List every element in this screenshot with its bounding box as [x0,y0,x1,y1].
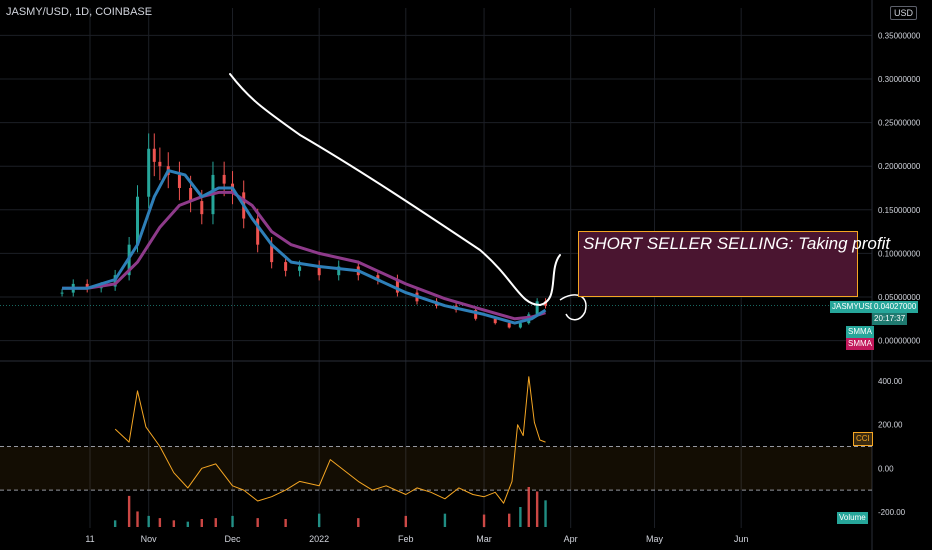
volume-bar [147,515,150,527]
trend-drawing [229,73,561,307]
x-tick-label: Jun [734,534,749,544]
price-tag-symbol: JASMYUSD [830,301,878,313]
volume-bar [527,487,530,527]
volume-bar [186,521,190,527]
volume-bar [231,515,234,527]
y-tick-label: 0.25000000 [878,119,921,128]
x-tick-label: Mar [476,534,492,544]
candle-body [200,201,204,215]
price-tag-countdown: 20:17:37 [872,313,908,325]
volume-bar [172,520,176,527]
candle-body [518,323,522,328]
candle-body [395,279,399,293]
cci-tick-label: 400.00 [878,377,903,386]
candle-body [376,275,380,280]
smma-fast-line [62,169,547,325]
y-tick-label: 0.20000000 [878,162,921,171]
x-tick-label: 2022 [309,534,329,544]
candle-body [474,310,478,319]
cci-tick-label: 0.00 [878,464,894,473]
volume-tag: Volume [837,512,868,524]
volume-bar [113,520,117,527]
currency-badge[interactable]: USD [890,6,918,20]
volume-bar [256,518,259,527]
volume-bar [200,519,203,527]
candle-body [535,301,539,315]
candle-body [507,323,511,328]
x-tick-label: 11 [85,534,94,544]
smma-slow-line [62,190,546,321]
symbol-title[interactable]: JASMY/USD, 1D, COINBASE [6,6,153,18]
volume-bar [317,513,321,527]
volume-bar [158,518,162,527]
volume-bar [284,519,287,527]
candle-body [158,161,162,167]
candle-body [85,283,89,289]
candle-body [298,266,302,271]
volume-bar [519,507,522,527]
arrow-drawing [559,294,587,321]
x-tick-label: Feb [398,534,414,544]
y-tick-label: 0.30000000 [878,75,921,84]
annotation-box[interactable]: SHORT SELLER SELLING: Taking profit [578,231,890,297]
volume-bar [482,514,486,527]
candle-body [317,266,321,276]
candle-body [284,262,288,271]
y-tick-label: 0.00000000 [878,337,921,346]
volume-bar [443,513,447,527]
y-tick-label: 0.05000000 [878,293,921,302]
x-tick-label: Dec [225,534,242,544]
smma-slow-tag: SMMA [846,338,874,350]
x-tick-label: Nov [141,534,158,544]
candle-body [222,174,226,184]
volume-bar [544,500,547,527]
y-tick-label: 0.10000000 [878,249,921,258]
price-tag-value: 0.04027000 [872,301,919,313]
y-tick-label: 0.15000000 [878,206,921,215]
volume-bar [127,495,131,527]
y-tick-label: 0.35000000 [878,31,921,40]
annotation-text: SHORT SELLER SELLING: Taking profit [583,234,891,253]
volume-bar [357,518,360,527]
candle-body [270,244,274,263]
candle-body [189,188,193,202]
volume-bar [508,513,511,527]
cci-band [0,446,872,491]
candle-body [177,174,181,188]
volume-bar [535,491,539,527]
volume-bar [404,515,408,527]
cci-tick-label: 200.00 [878,421,903,430]
candle-body [136,196,140,245]
cci-tag: CCI [853,432,873,446]
candle-body [147,148,151,197]
candle-body [493,318,497,324]
cci-tick-label: -200.00 [878,508,906,517]
smma-fast-tag: SMMA [846,326,874,338]
candle-body [60,292,64,294]
cci-line [114,376,546,504]
volume-bar [136,511,139,527]
x-tick-label: Apr [564,534,578,544]
x-tick-label: May [646,534,664,544]
volume-bar [214,518,217,527]
candle-body [337,266,341,276]
candle-body [152,148,156,162]
candle-body [256,218,260,245]
